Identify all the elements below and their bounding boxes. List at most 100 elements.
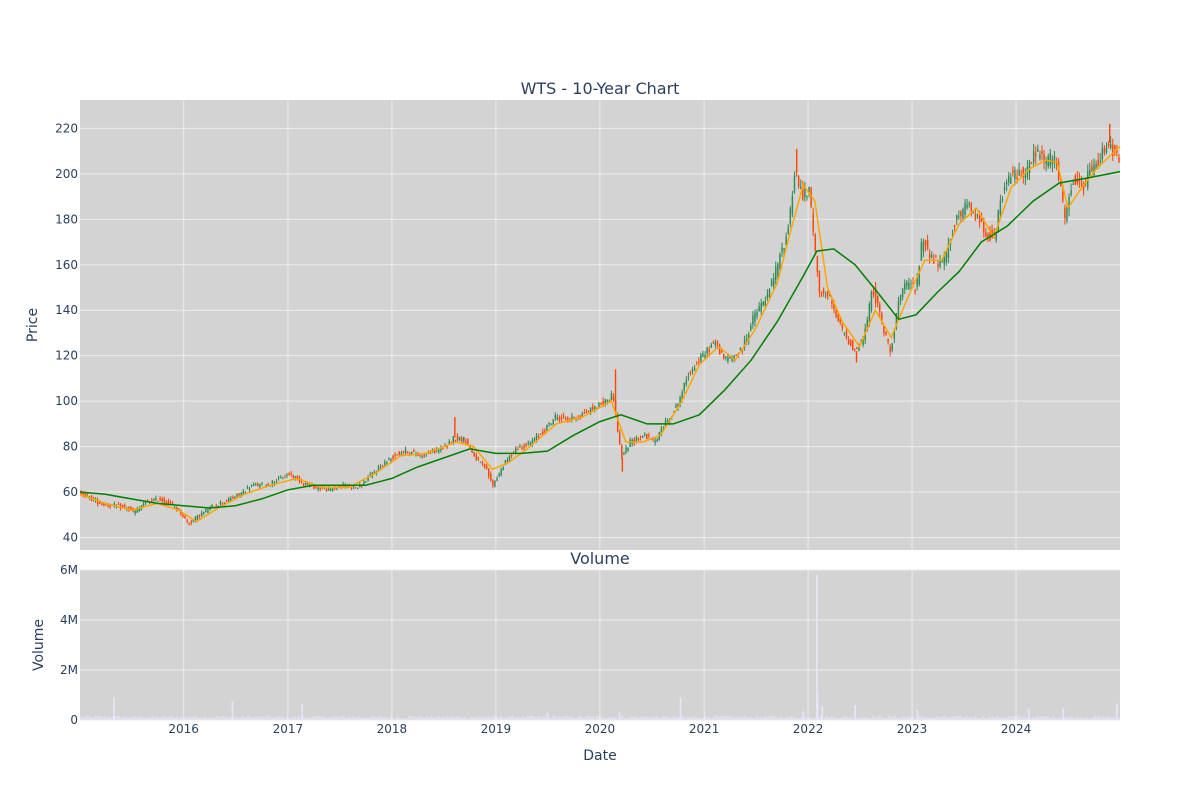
volume-bar (586, 715, 588, 720)
candle-decreasing (537, 436, 540, 438)
volume-bar (108, 716, 110, 720)
volume-bar (726, 715, 728, 720)
candle-decreasing (851, 340, 854, 351)
volume-bar (714, 715, 716, 720)
candle-decreasing (816, 256, 819, 272)
candle-decreasing (354, 486, 357, 488)
volume-bar (320, 716, 322, 720)
candle-decreasing (1118, 157, 1120, 162)
candle-decreasing (151, 500, 153, 503)
candle-increasing (1037, 149, 1039, 152)
volume-bar (110, 717, 112, 720)
volume-spike-bar (816, 692, 819, 720)
candle-increasing (901, 288, 904, 298)
candle-increasing (589, 408, 592, 413)
volume-bar (336, 716, 338, 720)
volume-bar (670, 717, 672, 720)
volume-bar (250, 716, 252, 720)
candle-increasing (891, 343, 893, 351)
candle-decreasing (392, 456, 394, 459)
volume-bar (1072, 716, 1074, 720)
candle-decreasing (879, 304, 881, 312)
volume-bar (218, 716, 220, 720)
volume-bar (322, 715, 324, 720)
volume-bar (748, 718, 750, 720)
volume-bar (194, 715, 196, 720)
volume-bar (130, 717, 132, 720)
volume-bar (248, 715, 250, 720)
volume-bar (588, 716, 590, 720)
volume-bar (750, 716, 752, 720)
candle-increasing (693, 368, 696, 370)
candle-decreasing (473, 452, 475, 456)
volume-bar (730, 716, 732, 720)
volume-bar (542, 716, 544, 720)
volume-bar (684, 716, 686, 720)
candle-increasing (866, 320, 869, 331)
volume-bar (256, 716, 258, 720)
candle-decreasing (215, 505, 217, 507)
volume-bar (836, 718, 838, 720)
volume-bar (934, 716, 936, 720)
volume-bar (252, 718, 254, 720)
candle-increasing (962, 209, 964, 219)
candle-decreasing (477, 457, 480, 459)
candle-increasing (230, 498, 232, 501)
candle-decreasing (296, 475, 299, 479)
candle-increasing (248, 488, 251, 491)
volume-bar (1112, 717, 1114, 720)
volume-spike-bar (546, 712, 549, 720)
candle-decreasing (987, 234, 989, 238)
candle-increasing (344, 485, 346, 488)
candle-decreasing (1012, 170, 1014, 173)
volume-bar (906, 717, 908, 720)
volume-bar (662, 715, 664, 720)
volume-bar (930, 716, 932, 720)
candle-increasing (758, 306, 760, 312)
x-tick-label: 2022 (793, 722, 824, 736)
volume-bar (370, 716, 372, 720)
candle-decreasing (128, 507, 130, 510)
tick-labels: 40 60 80 100 120 140 160 180 200 220 0 2M 4M 6M 2016 20… (55, 121, 1031, 736)
candle-increasing (356, 487, 359, 489)
candle-increasing (458, 437, 461, 441)
volume-bar (450, 716, 452, 720)
volume-bar (386, 716, 388, 720)
candle-increasing (329, 488, 332, 491)
candle-increasing (972, 212, 975, 214)
price-y-tick-label: 200 (55, 167, 78, 181)
volume-bar (540, 717, 542, 720)
candle-decreasing (175, 506, 178, 510)
volume-bar (1084, 717, 1086, 720)
volume-bar (192, 717, 194, 720)
x-tick-label: 2020 (585, 722, 616, 736)
candle-decreasing (562, 415, 565, 417)
volume-bar (304, 717, 306, 720)
candle-increasing (242, 491, 245, 495)
candle-decreasing (985, 232, 987, 237)
candle-increasing (404, 449, 407, 454)
volume-bar (134, 715, 136, 720)
candle-increasing (691, 368, 694, 372)
volume-bar (428, 717, 430, 720)
volume-bar (1044, 716, 1046, 720)
volume-bar (1018, 715, 1020, 720)
candle-increasing (858, 347, 860, 351)
volume-bar (702, 717, 704, 720)
candle-increasing (772, 278, 775, 286)
volume-bar (644, 716, 646, 720)
volume-bar (514, 718, 516, 720)
volume-bar (914, 718, 916, 720)
volume-bar (406, 717, 408, 720)
volume-bar (830, 716, 832, 720)
candle-decreasing (953, 225, 956, 228)
volume-bar (646, 716, 648, 720)
volume-bar (138, 717, 140, 720)
volume-bar (572, 717, 574, 720)
candle-decreasing (887, 338, 889, 343)
candle-increasing (217, 505, 220, 507)
volume-bar (436, 716, 438, 720)
volume-bar (486, 717, 488, 720)
candle-decreasing (198, 515, 201, 517)
volume-bar (660, 718, 662, 720)
